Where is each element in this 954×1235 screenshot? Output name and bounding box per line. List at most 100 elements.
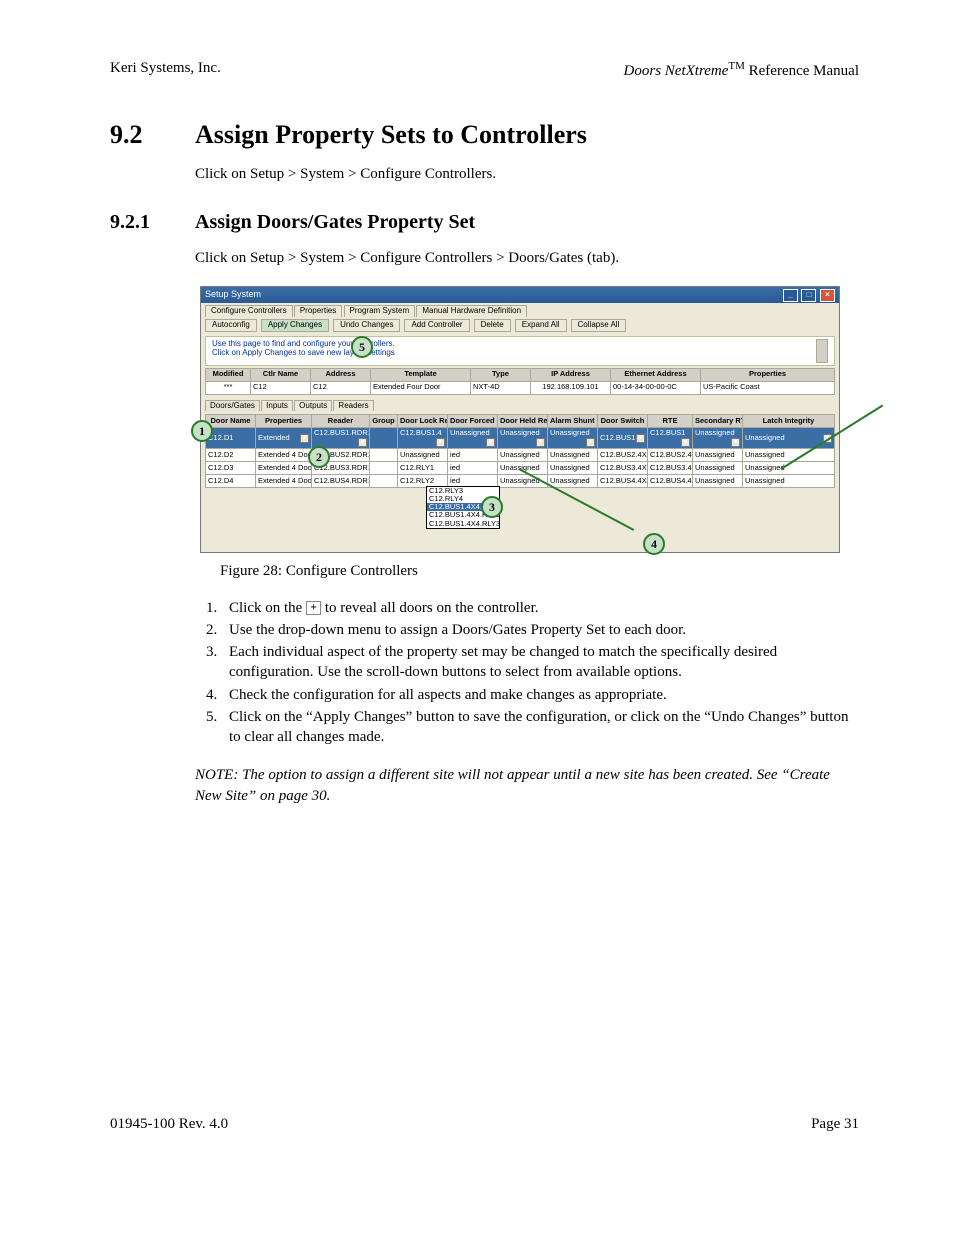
dropdown-icon[interactable]: ▼ bbox=[636, 434, 645, 443]
door-row-lock[interactable]: C12.RLY1 bbox=[398, 461, 448, 474]
door-row-latch[interactable]: Unassigned bbox=[743, 448, 835, 461]
dh-lock: Door Lock Relay bbox=[398, 415, 448, 428]
door-row-shunt[interactable]: Unassigned bbox=[548, 474, 598, 487]
door-row-prop[interactable]: Extended 4 Door bbox=[256, 474, 312, 487]
door-row-held[interactable]: Unassigned bbox=[498, 448, 548, 461]
door-row-prop[interactable]: Extended▼ bbox=[256, 428, 312, 448]
cell-modified: *** bbox=[206, 381, 251, 394]
col-props: Properties bbox=[701, 368, 835, 381]
door-row-sw[interactable]: C12.BUS2.4X bbox=[598, 448, 648, 461]
cell-tmpl: Extended Four Door bbox=[371, 381, 471, 394]
dropdown-icon[interactable]: ▼ bbox=[436, 438, 445, 447]
door-row-rte[interactable]: C12.BUS1▼ bbox=[648, 428, 693, 448]
doc-title: Doors NetXtremeTM Reference Manual bbox=[624, 60, 859, 80]
subtab-doors[interactable]: Doors/Gates bbox=[205, 400, 260, 412]
scrollbar[interactable] bbox=[816, 339, 828, 363]
dh-rte: RTE bbox=[648, 415, 693, 428]
door-row-held[interactable]: Unassigned▼ bbox=[498, 428, 548, 448]
door-row-name[interactable]: C12.D1 bbox=[206, 428, 256, 448]
col-modified: Modified bbox=[206, 368, 251, 381]
step-2: Use the drop-down menu to assign a Doors… bbox=[221, 620, 859, 640]
subtab-inputs[interactable]: Inputs bbox=[261, 400, 293, 412]
door-row-rte[interactable]: C12.BUS3.4X bbox=[648, 461, 693, 474]
subsection-heading: 9.2.1 Assign Doors/Gates Property Set bbox=[110, 211, 859, 234]
door-row-srte[interactable]: Unassigned bbox=[693, 448, 743, 461]
dropdown-icon[interactable]: ▼ bbox=[731, 438, 740, 447]
window-buttons: _ □ × bbox=[782, 289, 835, 302]
door-row-latch[interactable]: Unassigned bbox=[743, 474, 835, 487]
company-name: Keri Systems, Inc. bbox=[110, 60, 221, 80]
door-row-lock[interactable]: Unassigned bbox=[398, 448, 448, 461]
door-row-name[interactable]: C12.D2 bbox=[206, 448, 256, 461]
door-row-sw[interactable]: C12.BUS1▼ bbox=[598, 428, 648, 448]
expand-all-button[interactable]: Expand All bbox=[515, 319, 567, 332]
door-row-shunt[interactable]: Unassigned▼ bbox=[548, 428, 598, 448]
add-controller-button[interactable]: Add Controller bbox=[404, 319, 469, 332]
door-row-rte[interactable]: C12.BUS4.4X bbox=[648, 474, 693, 487]
collapse-all-button[interactable]: Collapse All bbox=[571, 319, 627, 332]
door-row-rte[interactable]: C12.BUS2.4X bbox=[648, 448, 693, 461]
instruction-steps: Click on the + to reveal all doors on th… bbox=[195, 598, 859, 748]
door-row-reader[interactable]: C12.BUS4.RDR1 bbox=[312, 474, 370, 487]
dropdown-icon[interactable]: ▼ bbox=[681, 438, 690, 447]
door-row-sw[interactable]: C12.BUS3.4X bbox=[598, 461, 648, 474]
door-row-forced[interactable]: ied bbox=[448, 448, 498, 461]
expand-icon: + bbox=[306, 601, 321, 615]
undo-changes-button[interactable]: Undo Changes bbox=[333, 319, 400, 332]
door-row-lock[interactable]: C12.BUS1.4▼ bbox=[398, 428, 448, 448]
delete-button[interactable]: Delete bbox=[474, 319, 511, 332]
door-row-srte[interactable]: Unassigned bbox=[693, 474, 743, 487]
step-4: Check the configuration for all aspects … bbox=[221, 685, 859, 705]
dh-reader: Reader bbox=[312, 415, 370, 428]
window-title: Setup System bbox=[205, 290, 261, 300]
subtab-readers[interactable]: Readers bbox=[333, 400, 373, 412]
minimize-button[interactable]: _ bbox=[783, 289, 798, 302]
tab-properties[interactable]: Properties bbox=[294, 305, 342, 317]
col-ctlr-name: Ctlr Name bbox=[251, 368, 311, 381]
dh-prop: Properties bbox=[256, 415, 312, 428]
tab-manual-hw[interactable]: Manual Hardware Definition bbox=[416, 305, 527, 317]
door-row-grp[interactable] bbox=[370, 461, 398, 474]
door-row-prop[interactable]: Extended 4 Door bbox=[256, 448, 312, 461]
close-button[interactable]: × bbox=[820, 289, 835, 302]
door-row-srte[interactable]: Unassigned▼ bbox=[693, 428, 743, 448]
dropdown-item[interactable]: C12.BUS1.4X4.RLY3 bbox=[427, 520, 499, 528]
door-row-grp[interactable] bbox=[370, 448, 398, 461]
door-row-sw[interactable]: C12.BUS4.4X bbox=[598, 474, 648, 487]
dropdown-icon[interactable]: ▼ bbox=[358, 438, 367, 447]
door-row-shunt[interactable]: Unassigned bbox=[548, 461, 598, 474]
tab-program-system[interactable]: Program System bbox=[344, 305, 416, 317]
door-row-forced[interactable]: ied bbox=[448, 461, 498, 474]
footer-left: 01945-100 Rev. 4.0 bbox=[110, 1116, 228, 1133]
cell-name[interactable]: C12 bbox=[251, 381, 311, 394]
autoconfig-button[interactable]: Autoconfig bbox=[205, 319, 257, 332]
dropdown-icon[interactable]: ▼ bbox=[586, 438, 595, 447]
doors-grid: Door Name Properties Reader Group Door L… bbox=[205, 414, 835, 487]
col-eth: Ethernet Address bbox=[611, 368, 701, 381]
apply-changes-button[interactable]: Apply Changes bbox=[261, 319, 329, 332]
door-row-name[interactable]: C12.D4 bbox=[206, 474, 256, 487]
door-row-srte[interactable]: Unassigned bbox=[693, 461, 743, 474]
page-header: Keri Systems, Inc. Doors NetXtremeTM Ref… bbox=[110, 60, 859, 80]
col-type: Type bbox=[471, 368, 531, 381]
door-row-grp[interactable] bbox=[370, 428, 398, 448]
door-row-name[interactable]: C12.D3 bbox=[206, 461, 256, 474]
dh-srte: Secondary RTE bbox=[693, 415, 743, 428]
cell-eth: 00-14-34-00-00-0C bbox=[611, 381, 701, 394]
sub-tabs: Doors/Gates Inputs Outputs Readers bbox=[201, 399, 839, 413]
door-row-shunt[interactable]: Unassigned bbox=[548, 448, 598, 461]
callout-5: 5 bbox=[351, 336, 373, 358]
door-row-grp[interactable] bbox=[370, 474, 398, 487]
dropdown-icon[interactable]: ▼ bbox=[300, 434, 309, 443]
dh-switch: Door Switch bbox=[598, 415, 648, 428]
tab-configure-controllers[interactable]: Configure Controllers bbox=[205, 305, 293, 317]
callout-4: 4 bbox=[643, 533, 665, 555]
maximize-button[interactable]: □ bbox=[801, 289, 816, 302]
dropdown-icon[interactable]: ▼ bbox=[536, 438, 545, 447]
callout-3: 3 bbox=[481, 496, 503, 518]
subtab-outputs[interactable]: Outputs bbox=[294, 400, 332, 412]
door-row-prop[interactable]: Extended 4 Door bbox=[256, 461, 312, 474]
main-tabs: Configure Controllers Properties Program… bbox=[201, 303, 839, 317]
dropdown-icon[interactable]: ▼ bbox=[486, 438, 495, 447]
door-row-forced[interactable]: Unassigned▼ bbox=[448, 428, 498, 448]
